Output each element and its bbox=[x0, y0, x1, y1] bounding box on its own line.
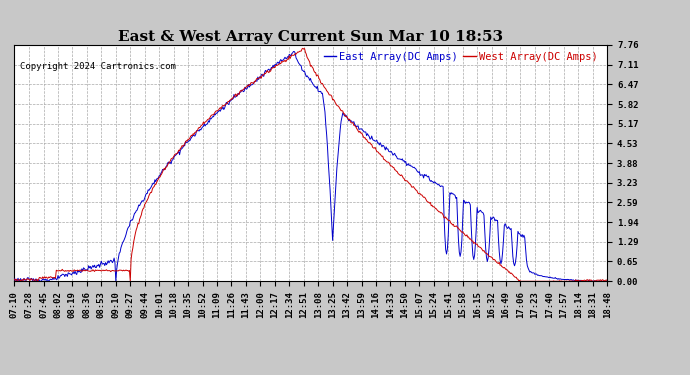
Text: Copyright 2024 Cartronics.com: Copyright 2024 Cartronics.com bbox=[20, 62, 176, 70]
Legend: East Array(DC Amps), West Array(DC Amps): East Array(DC Amps), West Array(DC Amps) bbox=[319, 48, 602, 66]
Title: East & West Array Current Sun Mar 10 18:53: East & West Array Current Sun Mar 10 18:… bbox=[118, 30, 503, 44]
